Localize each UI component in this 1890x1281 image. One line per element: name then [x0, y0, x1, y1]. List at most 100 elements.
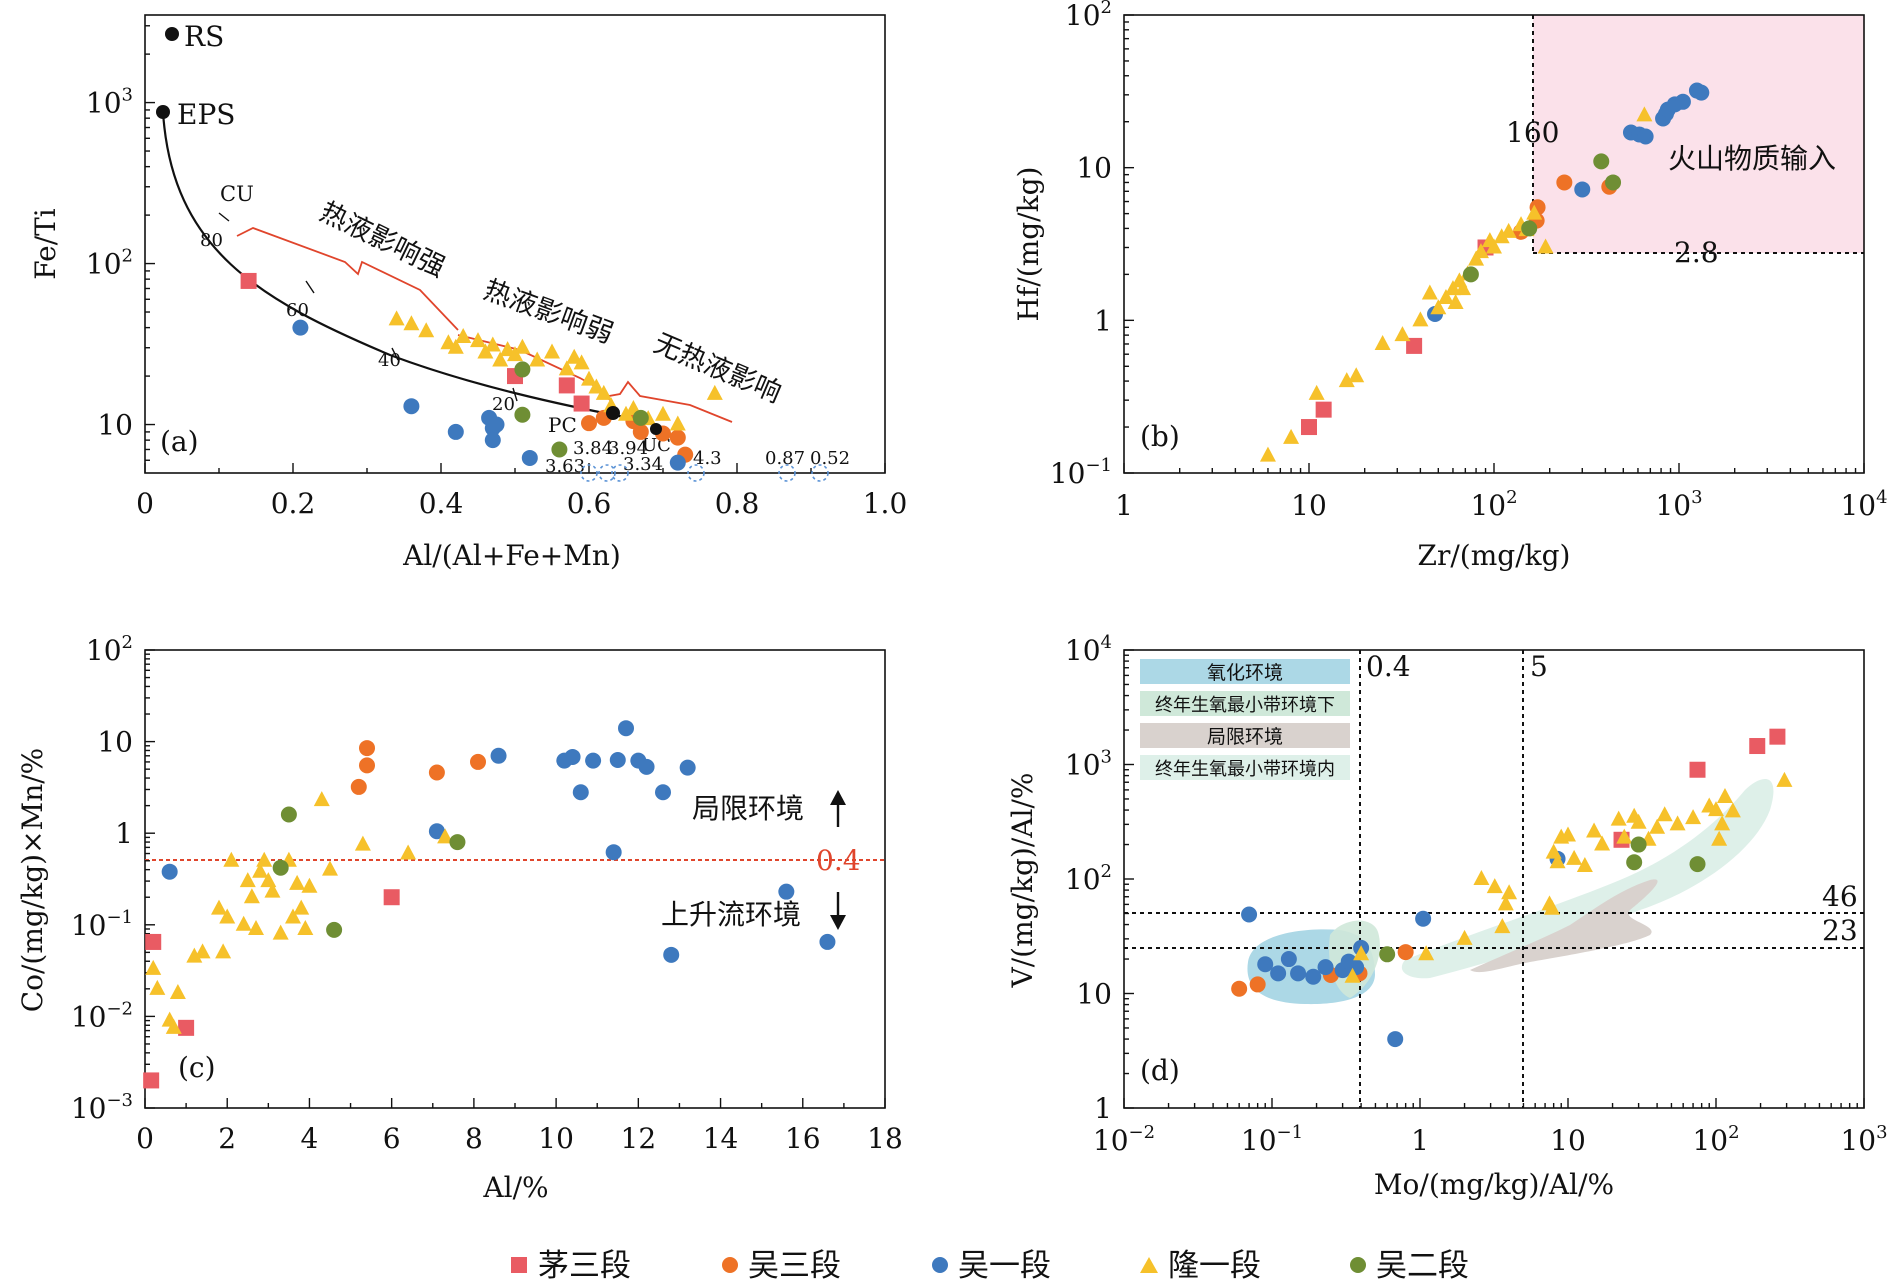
curve-label-60: 60: [286, 300, 309, 321]
data-point: [1387, 1031, 1404, 1048]
panel-a-ylabel: Fe/Ti: [29, 208, 62, 280]
data-point: [1626, 854, 1643, 871]
data-point: [1636, 106, 1653, 122]
y-tick-label: 10−1: [71, 907, 133, 942]
data-point: [514, 361, 531, 378]
env-legend-swatch-suboxic-within: [1140, 755, 1350, 780]
data-point: [499, 341, 516, 357]
data-point: [165, 1018, 182, 1034]
reference-points: RS EPS: [156, 20, 662, 435]
y-tick-label: 104: [1065, 632, 1112, 667]
data-point: [272, 859, 289, 876]
panel-d-points: [1231, 728, 1793, 1048]
data-point: [383, 889, 400, 906]
data-point: [1444, 280, 1461, 296]
panel-a-label: (a): [160, 425, 199, 458]
data-point: [1317, 959, 1334, 976]
data-point: [1560, 826, 1576, 842]
data-point: [551, 441, 568, 458]
mixing-curve-tick-80: [218, 212, 230, 222]
data-point: [248, 919, 264, 935]
data-point: [169, 984, 186, 1000]
data-point: [1353, 945, 1370, 961]
point-rs: [165, 27, 179, 41]
zone-label-volcanic: 火山物质输入: [1668, 142, 1836, 175]
data-point: [1486, 238, 1502, 254]
x-tick-label: 10: [538, 1122, 574, 1155]
x-tick-label: 102: [1470, 487, 1517, 522]
dashed-circle: [611, 464, 629, 482]
data-point: [211, 899, 227, 915]
panel-a-xlabel: Al/(Al+Fe+Mn): [402, 539, 621, 572]
legend-item-long1: 隆一段: [1140, 1248, 1261, 1281]
env-legend-swatch-suboxic-below: [1140, 691, 1350, 716]
data-point: [1769, 728, 1786, 745]
x-tick-label: 1: [1115, 489, 1133, 522]
data-point: [285, 908, 301, 924]
data-point: [1708, 801, 1724, 817]
data-point: [1724, 802, 1741, 818]
threshold-label-160: 160: [1506, 116, 1559, 149]
y-tick-label: 102: [1065, 861, 1112, 896]
data-point: [1605, 174, 1622, 191]
data-point: [1280, 951, 1297, 968]
data-point: [1497, 895, 1514, 911]
env-legend-label-oxic: 氧化环境: [1207, 662, 1283, 684]
threshold-label-y-46: 46: [1822, 880, 1858, 913]
data-point: [1259, 446, 1276, 462]
data-point: [778, 883, 795, 900]
legend-label: 茅三段: [538, 1248, 631, 1281]
zone-label-strong: 热液影响强: [315, 196, 450, 283]
threshold-label-0-4: 0.4: [816, 844, 861, 877]
point-uc: [650, 423, 662, 435]
env-legend-label-suboxic-below: 终年生氧最小带环境下: [1155, 695, 1335, 716]
y-tick-label: 10: [97, 409, 133, 442]
data-point: [1437, 289, 1454, 305]
y-tick-label: 10: [1076, 152, 1112, 185]
x-tick-label: 0.4: [419, 487, 464, 520]
data-point: [663, 946, 680, 963]
data-point: [1379, 946, 1396, 963]
data-point: [243, 888, 260, 904]
legend-label: 隆一段: [1168, 1248, 1261, 1281]
data-point: [215, 943, 232, 959]
data-point: [1630, 836, 1647, 853]
data-point: [1537, 238, 1554, 254]
data-point: [447, 338, 464, 354]
x-tick-label: 8: [465, 1122, 483, 1155]
x-tick-label: 0.2: [271, 487, 316, 520]
data-point: [1574, 181, 1591, 198]
zone-label-weak: 热液影响弱: [480, 274, 617, 349]
data-point: [484, 432, 501, 449]
x-tick-label: 10: [1550, 1124, 1586, 1157]
x-tick-label: 1: [1411, 1124, 1429, 1157]
data-point: [252, 862, 269, 878]
data-point: [428, 764, 445, 781]
panel-a-points: [240, 272, 723, 471]
data-point: [1711, 830, 1728, 846]
region-restricted: [1470, 879, 1658, 973]
data-point: [488, 416, 505, 433]
number-0-87: 0.87: [765, 448, 805, 469]
env-legend-label-restricted: 局限环境: [1207, 726, 1283, 748]
data-point: [572, 784, 589, 801]
data-point: [1649, 818, 1666, 834]
data-point: [529, 351, 546, 367]
data-point: [669, 429, 686, 446]
data-point: [484, 336, 501, 352]
data-point: [1418, 945, 1435, 961]
mixing-curve: [161, 111, 641, 422]
legend-label: 吴一段: [958, 1248, 1051, 1281]
data-point: [149, 979, 166, 995]
point-label-rs: RS: [184, 20, 224, 53]
threshold-label-x-5: 5: [1530, 650, 1548, 683]
y-tick-label: 102: [86, 246, 133, 281]
data-point: [354, 835, 371, 851]
data-point: [521, 449, 538, 466]
data-point: [679, 759, 696, 776]
panel-d-xlabel: Mo/(mg/kg)/Al/%: [1374, 1168, 1614, 1201]
data-point: [1305, 968, 1322, 985]
data-point: [585, 752, 602, 769]
legend-marker-square: [511, 1257, 527, 1273]
data-point: [1472, 243, 1489, 259]
